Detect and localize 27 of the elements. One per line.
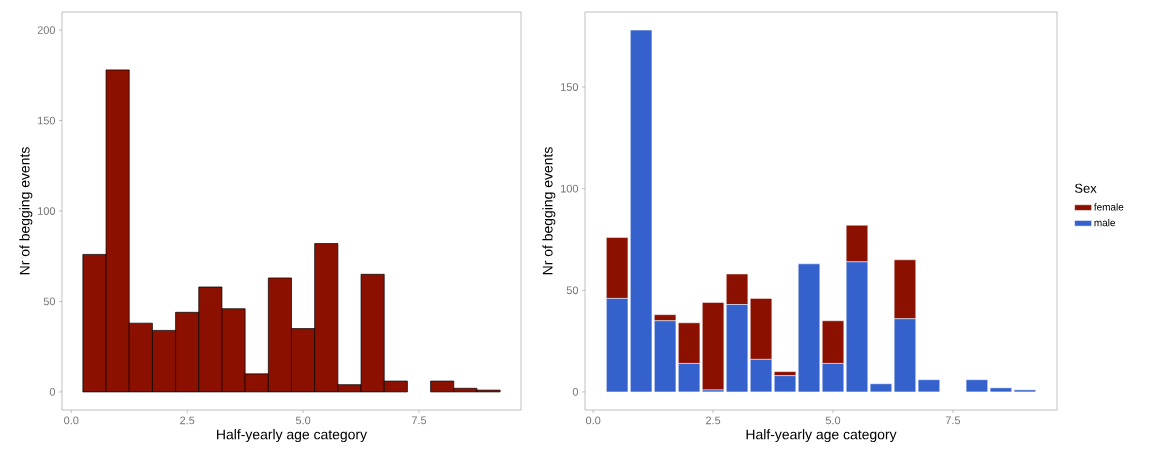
legend-label: male (1094, 218, 1116, 227)
y-axis-title: Nr of begging events (19, 147, 33, 275)
y-axis-title: Nr of begging events (542, 147, 556, 275)
x-axis-title: Half-yearly age category (746, 429, 897, 443)
bar (797, 263, 821, 393)
x-tick-label: 5.0 (295, 416, 311, 425)
y-tick-label: 100 (38, 207, 56, 215)
y-tick-label: 150 (38, 116, 56, 125)
y-tick-label: 0 (572, 388, 579, 396)
legend-label: female (1094, 203, 1124, 211)
y-tick-label: 0 (49, 388, 56, 396)
x-tick-label: 2.5 (180, 416, 195, 425)
y-tick-label: 100 (561, 184, 579, 193)
x-tick-label: 5.0 (825, 416, 841, 425)
y-tick-label: 50 (43, 297, 56, 306)
y-tick-label: 150 (561, 83, 579, 91)
bar (869, 383, 893, 393)
legend-title: Sex (1074, 183, 1097, 193)
x-tick-label: 2.5 (706, 416, 721, 425)
bar (773, 375, 797, 393)
y-tick-label: 50 (566, 286, 579, 295)
x-tick-label: 7.5 (945, 416, 961, 425)
y-tick-label: 200 (37, 26, 56, 34)
x-tick-label: 7.5 (411, 416, 427, 425)
x-axis-title: Half-yearly age category (217, 429, 368, 443)
x-tick-label: 0.0 (585, 416, 601, 425)
x-tick-label: 0.0 (64, 416, 79, 425)
